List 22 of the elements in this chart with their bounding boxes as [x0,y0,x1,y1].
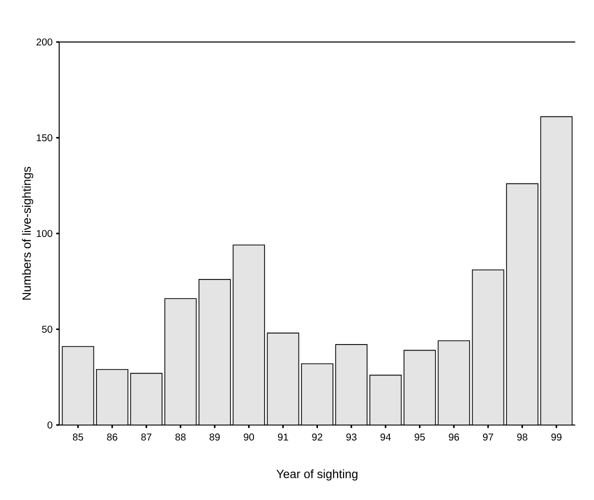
x-tick-label: 85 [72,434,84,441]
x-tick-label: 98 [517,434,528,441]
y-axis-title: Numbers of live-sightings [22,166,34,300]
x-tick-label: 96 [448,434,460,441]
x-tick-label: 94 [380,434,391,441]
x-tick-label: 95 [414,434,425,441]
x-tick-label: 86 [107,434,118,441]
x-tick-label: 99 [551,434,562,441]
y-tick-label: 150 [36,134,52,142]
y-tick-label: 0 [48,421,52,429]
x-tick-label: 88 [175,434,186,441]
x-tick-label: 90 [244,434,254,441]
x-tick-label: 93 [346,434,356,441]
x-tick-label: 87 [141,434,152,441]
x-tick-label: 91 [278,434,288,441]
x-axis-title: Year of sighting [276,469,358,481]
y-tick-label: 100 [36,230,52,238]
x-tick-label: 89 [210,434,220,441]
y-tick-label: 50 [42,326,52,333]
x-tick-label: 92 [312,434,322,441]
x-tick-label: 97 [483,434,494,441]
y-tick-label: 200 [36,38,52,46]
